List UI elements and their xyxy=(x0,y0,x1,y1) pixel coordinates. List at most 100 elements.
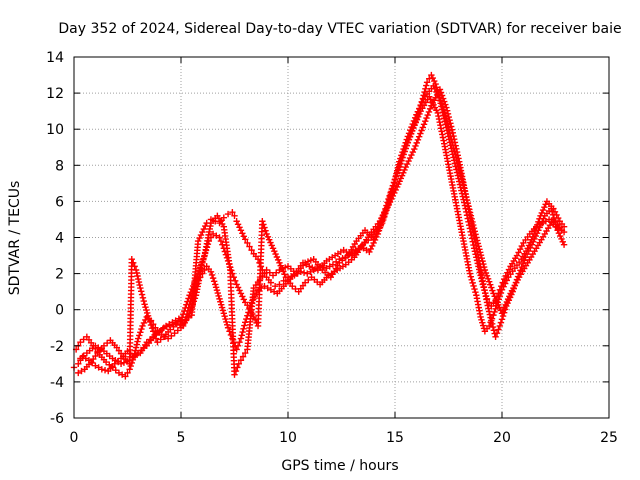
data-point-interp xyxy=(439,103,447,111)
data-point xyxy=(447,133,454,140)
data-point xyxy=(438,100,446,108)
data-point-interp xyxy=(281,264,289,271)
data-point-interp xyxy=(495,301,502,309)
data-point-interp xyxy=(493,298,501,306)
data-point-interp xyxy=(234,364,241,371)
data-point-interp xyxy=(135,278,143,286)
data-point-interp xyxy=(497,319,505,326)
data-point xyxy=(269,272,277,279)
data-point-interp xyxy=(483,272,491,280)
data-point-interp xyxy=(400,145,407,153)
data-point xyxy=(154,338,161,346)
data-point-interp xyxy=(190,282,197,290)
chart-title: Day 352 of 2024, Sidereal Day-to-day VTE… xyxy=(58,21,621,37)
data-point-interp xyxy=(456,168,464,176)
data-point-interp xyxy=(381,213,388,220)
y-tick-label: 10 xyxy=(46,122,64,138)
data-point-interp xyxy=(486,311,494,318)
data-point-interp xyxy=(530,238,537,246)
data-point xyxy=(464,200,471,207)
data-point xyxy=(366,248,373,256)
data-point-interp xyxy=(478,316,485,324)
data-point-interp xyxy=(391,176,399,183)
data-point xyxy=(535,227,542,234)
data-point xyxy=(560,241,568,248)
data-point-interp xyxy=(497,289,505,297)
data-point-interp xyxy=(537,221,545,228)
data-point xyxy=(428,71,435,79)
data-point xyxy=(135,335,142,342)
data-point xyxy=(276,266,283,274)
data-point-interp xyxy=(213,232,220,239)
data-point xyxy=(160,324,168,331)
data-point-interp xyxy=(465,203,472,210)
data-point-interp xyxy=(309,264,316,271)
data-point xyxy=(242,236,249,243)
data-point-interp xyxy=(179,311,187,318)
data-point-interp xyxy=(388,191,395,198)
data-point-interp xyxy=(488,284,495,291)
data-point-interp xyxy=(463,193,470,201)
data-point-interp xyxy=(490,327,498,334)
data-point xyxy=(276,281,283,288)
data-point-interp xyxy=(217,298,224,305)
data-point-interp xyxy=(417,130,424,137)
data-marks xyxy=(70,71,568,380)
data-point-interp xyxy=(396,178,403,185)
data-point-interp xyxy=(470,224,478,232)
data-point-interp xyxy=(182,304,189,312)
data-point-interp xyxy=(232,367,240,375)
data-point xyxy=(224,324,232,331)
data-point-interp xyxy=(480,260,487,268)
data-point-interp xyxy=(311,265,319,272)
data-point xyxy=(492,333,499,340)
data-point-interp xyxy=(234,221,242,228)
data-point-interp xyxy=(391,179,398,186)
data-point-interp xyxy=(448,136,455,143)
data-point-interp xyxy=(80,352,87,359)
data-point-interp xyxy=(416,105,423,112)
data-point xyxy=(235,360,242,368)
data-point-interp xyxy=(397,175,405,182)
data-point xyxy=(528,241,536,248)
data-point-interp xyxy=(236,224,243,231)
data-point-interp xyxy=(459,178,466,185)
data-point-interp xyxy=(386,197,393,205)
data-point-interp xyxy=(424,111,431,119)
data-point-interp xyxy=(112,366,119,374)
data-point-interp xyxy=(368,242,376,250)
data-point-interp xyxy=(80,336,87,343)
data-point-interp xyxy=(406,154,414,162)
data-point-interp xyxy=(492,305,499,312)
data-point-interp xyxy=(448,126,456,133)
data-point-interp xyxy=(521,257,528,264)
data-point-interp xyxy=(142,303,149,311)
data-point-interp xyxy=(482,269,490,277)
data-point-interp xyxy=(292,285,299,293)
data-point-interp xyxy=(240,296,247,303)
data-point-interp xyxy=(188,285,196,293)
data-point xyxy=(233,218,240,225)
y-tick-label: 12 xyxy=(46,86,64,102)
data-point xyxy=(267,286,275,294)
data-point-interp xyxy=(272,250,279,258)
data-point-interp xyxy=(489,287,496,294)
data-point-interp xyxy=(463,196,471,204)
data-point-interp xyxy=(420,96,427,103)
data-point-interp xyxy=(492,295,500,303)
data-point-interp xyxy=(445,124,452,131)
data-point-interp xyxy=(88,359,96,367)
data-point-interp xyxy=(392,173,399,180)
data-point-interp xyxy=(389,185,397,192)
data-point-interp xyxy=(238,332,245,339)
data-point xyxy=(498,310,506,317)
data-point xyxy=(267,279,275,286)
data-point xyxy=(194,237,202,245)
data-point-interp xyxy=(401,166,408,174)
data-point-interp xyxy=(411,114,419,122)
data-point-interp xyxy=(398,172,406,179)
data-point-interp xyxy=(134,338,141,345)
data-point-interp xyxy=(201,266,208,274)
data-point xyxy=(301,279,309,286)
data-point-interp xyxy=(199,258,206,265)
